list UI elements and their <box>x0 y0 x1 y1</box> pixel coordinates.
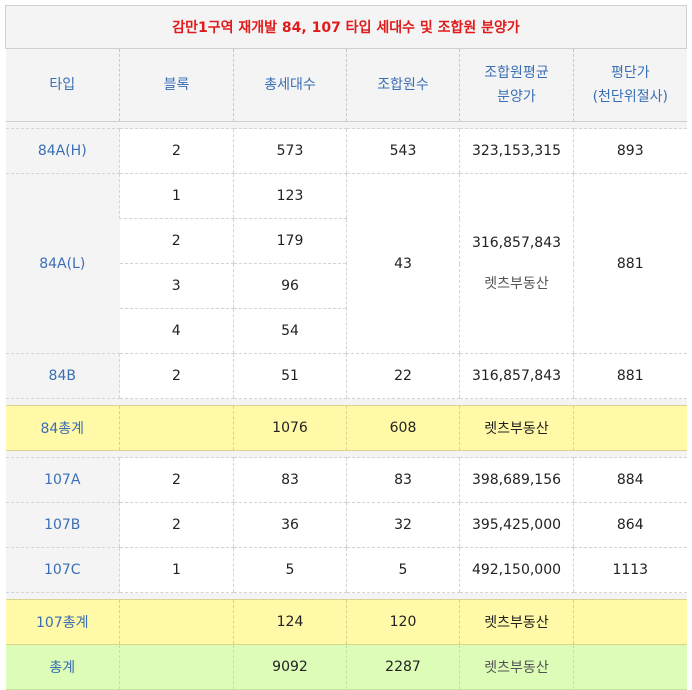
table-row-84AL-1: 84A(L) 1 123 43 316,857,843 렛츠부동산 881 <box>5 173 687 354</box>
header-per-pyeong-line1: 평단가 <box>610 65 650 81</box>
watermark-text: 렛츠부동산 <box>484 275 549 292</box>
cell-price: 323,153,315 <box>459 128 574 174</box>
header-members: 조합원수 <box>346 48 460 122</box>
table-row-84AH: 84A(H) 2 573 543 323,153,315 893 <box>5 128 687 174</box>
table-row-84AL-3: 3 96 <box>6 263 687 309</box>
header-avg-price: 조합원평균 분양가 <box>459 48 574 122</box>
cell-pyeong: 884 <box>572 457 687 503</box>
cell-members: 2287 <box>346 644 460 690</box>
cell-pyeong: 881 <box>572 173 687 354</box>
table-row-84AL-4: 4 54 <box>6 308 687 354</box>
cell-empty <box>119 405 234 451</box>
header-row: 타입 블록 총세대수 조합원수 조합원평균 분양가 평단가 (천단위절사) <box>5 48 687 122</box>
cell-members: 83 <box>346 457 460 503</box>
cell-type: 84B <box>5 353 120 399</box>
total-row: 총계 9092 2287 렛츠부동산 <box>5 644 687 690</box>
cell-price: 395,425,000 <box>459 502 574 548</box>
cell-empty <box>572 644 687 690</box>
cell-units: 573 <box>233 128 347 174</box>
header-avg-price-line2: 분양가 <box>497 89 536 105</box>
cell-type: 107A <box>5 457 120 503</box>
cell-type: 84A(L) <box>5 173 120 354</box>
cell-block: 2 <box>119 353 234 399</box>
cell-units: 179 <box>233 218 347 264</box>
cell-block: 2 <box>119 218 234 264</box>
subtotal-row-84: 84총계 1076 608 렛츠부동산 <box>5 405 687 451</box>
cell-units: 83 <box>233 457 347 503</box>
cell-type: 107B <box>5 502 120 548</box>
cell-units: 51 <box>233 353 347 399</box>
cell-empty <box>572 405 687 451</box>
cell-pyeong: 881 <box>572 353 687 399</box>
table-row-107C: 107C 1 5 5 492,150,000 1113 <box>5 547 687 593</box>
cell-units: 36 <box>233 502 347 548</box>
table-row-107B: 107B 2 36 32 395,425,000 864 <box>5 502 687 548</box>
unit-price-table-wrapper: 감만1구역 재개발 84, 107 타입 세대수 및 조합원 분양가 타입 블록… <box>4 5 688 690</box>
cell-price: 492,150,000 <box>459 547 574 593</box>
cell-empty <box>119 644 234 690</box>
cell-members: 5 <box>346 547 460 593</box>
cell-members: 543 <box>346 128 460 174</box>
cell-units: 123 <box>233 173 347 219</box>
table-row-84AL-2: 2 179 <box>6 218 687 264</box>
cell-units: 5 <box>233 547 347 593</box>
cell-type: 84A(H) <box>5 128 120 174</box>
cell-block: 4 <box>119 308 234 354</box>
header-total-units: 총세대수 <box>233 48 347 122</box>
table-row-84B: 84B 2 51 22 316,857,843 881 <box>5 353 687 399</box>
cell-empty <box>119 599 234 645</box>
header-avg-price-line1: 조합원평균 <box>484 65 549 81</box>
cell-subtotal-label: 107총계 <box>5 599 120 645</box>
cell-pyeong: 893 <box>572 128 687 174</box>
cell-type: 107C <box>5 547 120 593</box>
cell-empty <box>572 599 687 645</box>
header-per-pyeong: 평단가 (천단위절사) <box>572 48 687 122</box>
cell-units: 54 <box>233 308 347 354</box>
cell-pyeong: 1113 <box>572 547 687 593</box>
cell-block: 3 <box>119 263 234 309</box>
cell-price-value: 316,857,843 <box>471 234 562 251</box>
cell-members: 608 <box>346 405 460 451</box>
cell-block: 2 <box>119 457 234 503</box>
cell-block: 1 <box>119 173 234 219</box>
cell-price: 316,857,843 렛츠부동산 <box>459 173 574 354</box>
cell-units: 1076 <box>233 405 347 451</box>
cell-members: 32 <box>346 502 460 548</box>
cell-total-label: 총계 <box>5 644 120 690</box>
unit-price-table: 감만1구역 재개발 84, 107 타입 세대수 및 조합원 분양가 타입 블록… <box>4 5 688 690</box>
table-row-107A: 107A 2 83 83 398,689,156 884 <box>5 457 687 503</box>
cell-units: 9092 <box>233 644 347 690</box>
cell-price: 316,857,843 <box>459 353 574 399</box>
subtotal-row-107: 107총계 124 120 렛츠부동산 <box>5 599 687 645</box>
cell-members: 43 <box>346 173 460 354</box>
cell-members: 22 <box>346 353 460 399</box>
cell-units: 124 <box>233 599 347 645</box>
header-type: 타입 <box>5 48 120 122</box>
cell-subtotal-label: 84총계 <box>5 405 120 451</box>
cell-block: 2 <box>119 128 234 174</box>
watermark-text: 렛츠부동산 <box>459 599 574 645</box>
table-title: 감만1구역 재개발 84, 107 타입 세대수 및 조합원 분양가 <box>4 5 688 49</box>
watermark-text: 렛츠부동산 <box>459 405 574 451</box>
cell-block: 1 <box>119 547 234 593</box>
header-block: 블록 <box>119 48 234 122</box>
watermark-text: 렛츠부동산 <box>459 644 574 690</box>
cell-price: 398,689,156 <box>459 457 574 503</box>
cell-block: 2 <box>119 502 234 548</box>
cell-pyeong: 864 <box>572 502 687 548</box>
cell-members: 120 <box>346 599 460 645</box>
header-per-pyeong-line2: (천단위절사) <box>592 89 668 105</box>
cell-units: 96 <box>233 263 347 309</box>
